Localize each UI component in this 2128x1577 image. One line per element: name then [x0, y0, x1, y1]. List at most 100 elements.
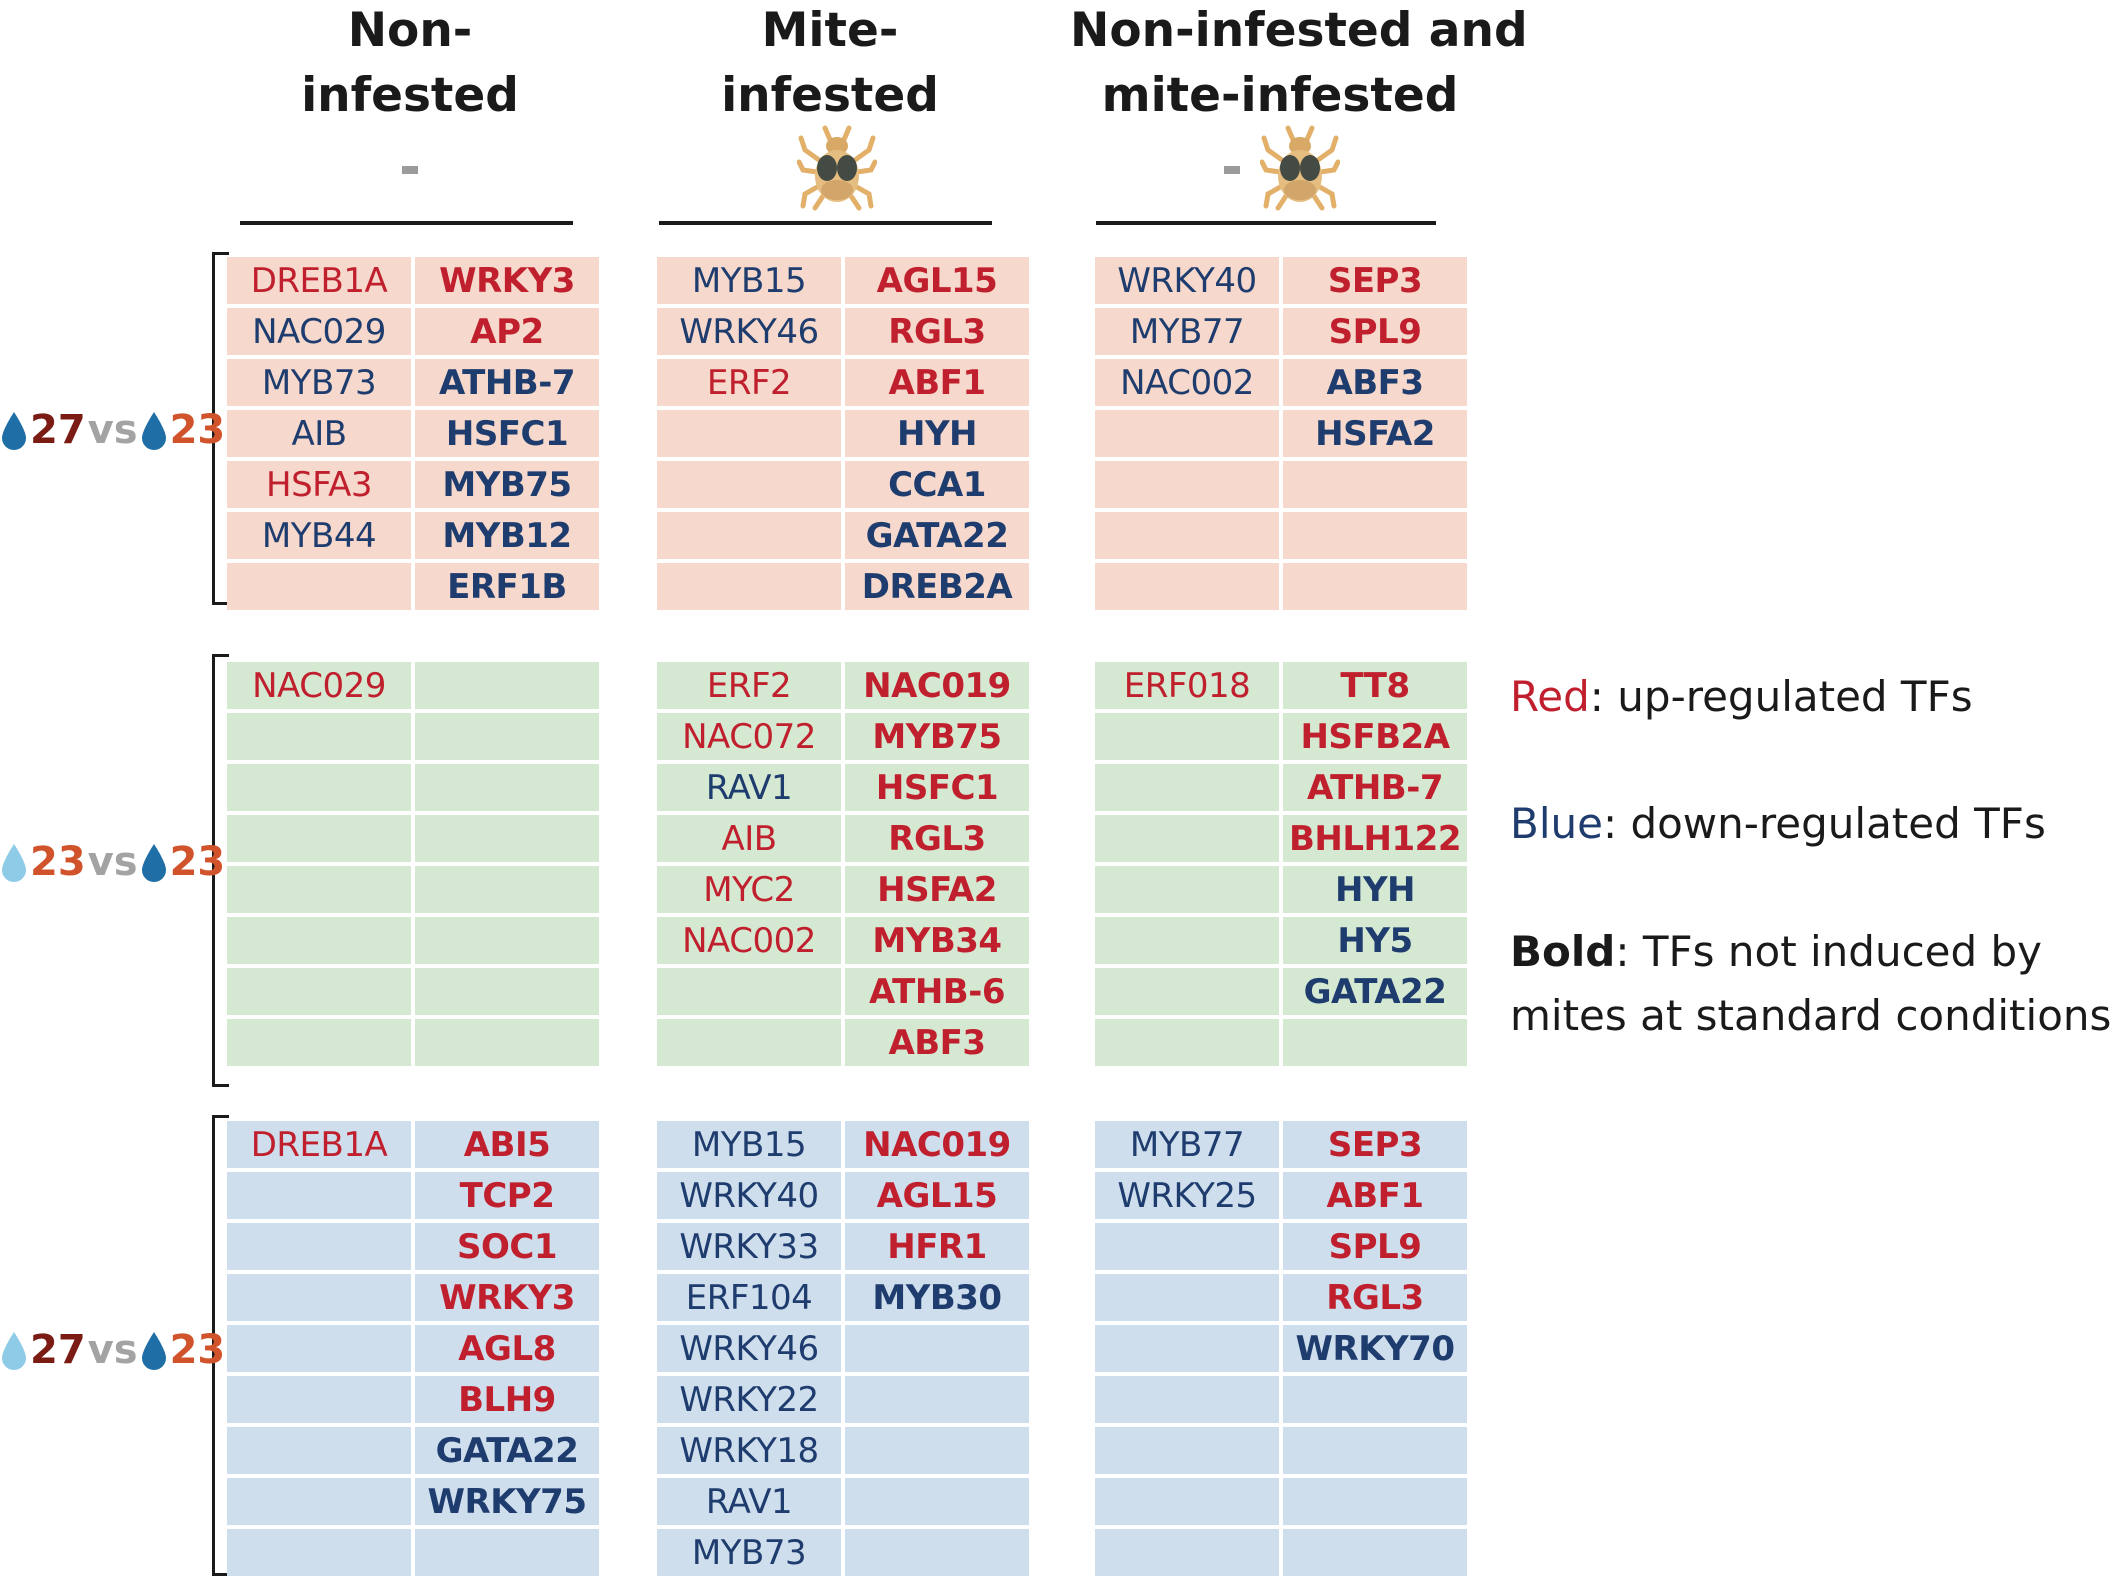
tf-cell: GATA22 — [1283, 968, 1467, 1015]
tf-cell: SEP3 — [1283, 257, 1467, 304]
tf-cell — [1095, 1376, 1279, 1423]
row-label-2: 23 vs 23 — [0, 837, 225, 887]
tf-cell — [657, 410, 841, 457]
temperature-value: 27 — [30, 407, 86, 453]
tf-cell: BHLH122 — [1283, 815, 1467, 862]
tf-cell: ABF1 — [1283, 1172, 1467, 1219]
tf-cell: NAC002 — [1095, 359, 1279, 406]
minus-mark — [1224, 166, 1240, 174]
tf-cell — [1283, 1376, 1467, 1423]
tf-cell: WRKY75 — [415, 1478, 599, 1525]
tf-cell — [845, 1529, 1029, 1576]
column-header-both: Non-infested and mite-infested — [1070, 0, 1528, 128]
tf-cell: MYB77 — [1095, 308, 1279, 355]
tf-cell: MYB44 — [227, 512, 411, 559]
water-drop-dark-icon — [2, 412, 26, 450]
tf-cell — [1095, 1325, 1279, 1372]
tf-cell: NAC072 — [657, 713, 841, 760]
tf-cell: AGL15 — [845, 257, 1029, 304]
tf-cell: AGL8 — [415, 1325, 599, 1372]
tf-cell: WRKY40 — [1095, 257, 1279, 304]
tf-cell — [415, 917, 599, 964]
tf-cell — [227, 1478, 411, 1525]
tf-cell: MYB77 — [1095, 1121, 1279, 1168]
legend-bold-text-2: mites at standard conditions — [1510, 991, 2112, 1040]
tf-cell: ATHB-7 — [1283, 764, 1467, 811]
tf-panel: ERF2 NAC019 NAC072 MYB75 RAV1 HSFC1 AIB RGL3 MYC… — [657, 662, 1029, 1066]
tf-cell: ABF3 — [1283, 359, 1467, 406]
tf-cell — [1283, 563, 1467, 610]
legend-bold: Bold: TFs not induced by mites at standa… — [1510, 920, 2111, 1048]
tf-cell: ERF2 — [657, 359, 841, 406]
tf-cell: NAC019 — [845, 1121, 1029, 1168]
tf-cell: WRKY46 — [657, 308, 841, 355]
tf-cell — [227, 815, 411, 862]
tf-cell — [227, 764, 411, 811]
tf-cell: HSFC1 — [415, 410, 599, 457]
tf-cell: HY5 — [1283, 917, 1467, 964]
tf-cell: HSFB2A — [1283, 713, 1467, 760]
tf-cell: HSFA2 — [1283, 410, 1467, 457]
tf-cell — [1095, 461, 1279, 508]
vs-label: vs — [87, 1327, 138, 1373]
header-underline — [240, 221, 573, 225]
column-title-line2: infested — [721, 68, 939, 123]
tf-cell: MYB15 — [657, 257, 841, 304]
tf-cell: WRKY46 — [657, 1325, 841, 1372]
tf-cell: RGL3 — [1283, 1274, 1467, 1321]
tf-cell — [1283, 461, 1467, 508]
legend-bold-text: : TFs not induced by — [1615, 927, 2043, 976]
tf-cell: HSFC1 — [845, 764, 1029, 811]
tf-cell — [227, 1529, 411, 1576]
mite-icon — [797, 125, 877, 211]
tf-cell: AIB — [227, 410, 411, 457]
tf-cell — [415, 713, 599, 760]
tf-cell — [227, 1274, 411, 1321]
tf-cell: SPL9 — [1283, 308, 1467, 355]
row-bracket — [212, 252, 229, 605]
tf-cell: ERF2 — [657, 662, 841, 709]
tf-panel: DREB1A ABI5 TCP2 SOC1 WRKY3 AGL8 BLH9 GATA22 WRK… — [227, 1121, 599, 1576]
column-title-line2: mite-infested — [1101, 68, 1459, 123]
tf-cell — [1283, 1427, 1467, 1474]
tf-cell — [1095, 1019, 1279, 1066]
tf-cell: MYB30 — [845, 1274, 1029, 1321]
tf-cell: ERF104 — [657, 1274, 841, 1321]
tf-cell: NAC029 — [227, 308, 411, 355]
tf-cell — [1095, 1478, 1279, 1525]
tf-cell — [1095, 1529, 1279, 1576]
temperature-value: 23 — [169, 1327, 226, 1373]
tf-cell: TT8 — [1283, 662, 1467, 709]
header-underline — [659, 221, 992, 225]
tf-cell — [227, 1427, 411, 1474]
tf-cell: NAC019 — [845, 662, 1029, 709]
water-drop-dark-icon — [141, 412, 166, 450]
column-title-line1: Non- — [347, 3, 473, 58]
tf-cell: AIB — [657, 815, 841, 862]
tf-cell — [227, 713, 411, 760]
tf-cell — [227, 1019, 411, 1066]
tf-cell: GATA22 — [845, 512, 1029, 559]
row-bracket — [212, 1115, 229, 1576]
tf-cell — [657, 968, 841, 1015]
tf-cell: WRKY33 — [657, 1223, 841, 1270]
tf-cell — [657, 563, 841, 610]
tf-cell: AGL15 — [845, 1172, 1029, 1219]
legend-blue-key: Blue — [1510, 799, 1603, 848]
tf-cell: MYB12 — [415, 512, 599, 559]
tf-cell: MYB15 — [657, 1121, 841, 1168]
tf-cell — [415, 815, 599, 862]
tf-cell: WRKY25 — [1095, 1172, 1279, 1219]
tf-cell — [1095, 1427, 1279, 1474]
tf-cell: DREB1A — [227, 257, 411, 304]
column-header-non-infested: Non- infested — [255, 0, 565, 128]
legend-red-key: Red — [1510, 672, 1590, 721]
tf-panel: DREB1A WRKY3 NAC029 AP2 MYB73 ATHB-7 AIB HSFC1 H… — [227, 257, 599, 610]
tf-cell: ERF1B — [415, 563, 599, 610]
tf-panel: MYB77 SEP3 WRKY25 ABF1 SPL9 RGL3 WRKY70 — [1095, 1121, 1467, 1576]
temperature-value: 23 — [169, 839, 226, 885]
column-title-line1: Mite- — [761, 3, 899, 58]
tf-cell: NAC029 — [227, 662, 411, 709]
tf-cell: WRKY22 — [657, 1376, 841, 1423]
tf-cell — [845, 1478, 1029, 1525]
